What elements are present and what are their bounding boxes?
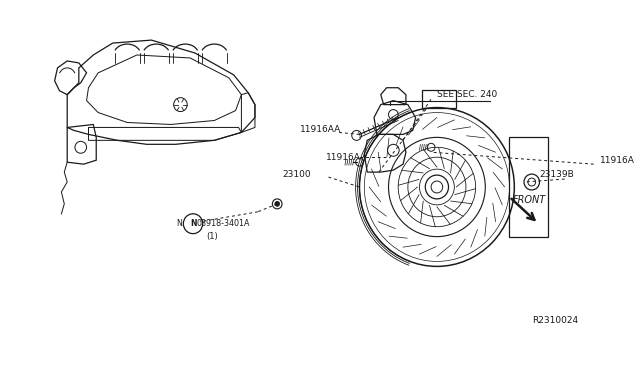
Text: 11916AA: 11916AA <box>300 125 340 134</box>
Text: N: N <box>177 219 182 228</box>
Text: FRONT: FRONT <box>513 195 546 205</box>
Text: 08918-3401A: 08918-3401A <box>197 219 250 228</box>
Text: 11916A: 11916A <box>326 153 360 162</box>
Text: 23100: 23100 <box>282 170 310 179</box>
Text: 23139B: 23139B <box>540 170 574 179</box>
Text: R2310024: R2310024 <box>532 317 578 326</box>
Text: (1): (1) <box>207 232 218 241</box>
Text: SEE SEC. 240: SEE SEC. 240 <box>437 90 497 99</box>
Text: N: N <box>190 219 196 228</box>
Text: 11916A: 11916A <box>600 156 634 165</box>
Circle shape <box>275 201 280 206</box>
